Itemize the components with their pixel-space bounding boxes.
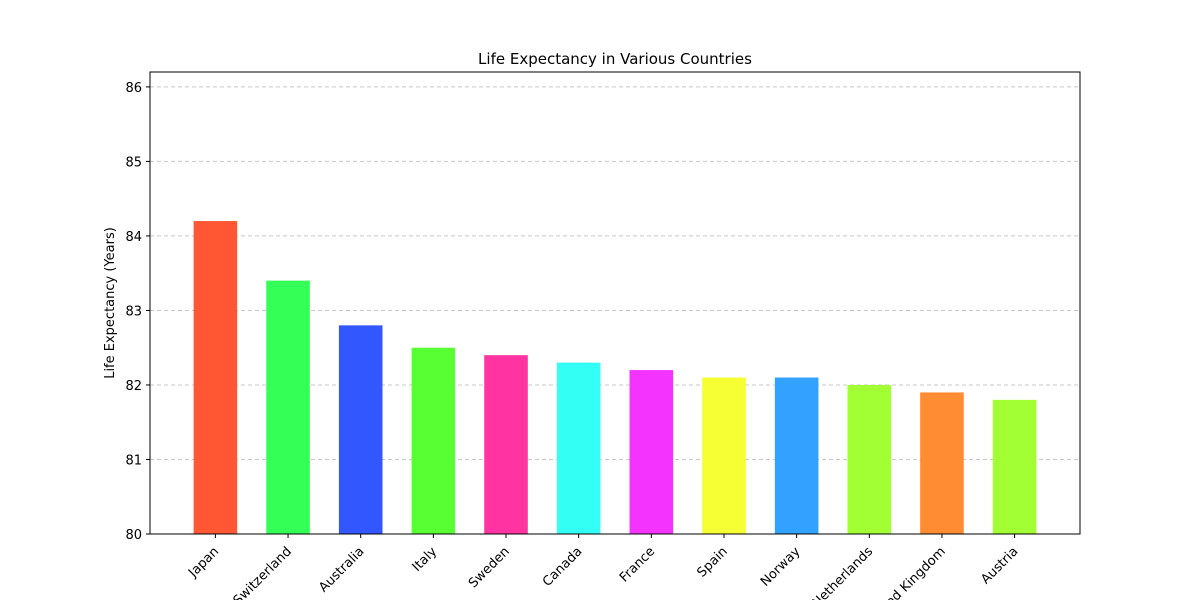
bar-japan [193,221,238,534]
bar-norway [774,377,819,534]
bar-spain [702,377,746,534]
x-tick-label: Italy [410,544,441,575]
x-tick-label: Canada [540,544,586,590]
bar-france [629,370,674,534]
chart-title: Life Expectancy in Various Countries [478,50,752,68]
bar-netherlands [847,384,892,534]
bar-sweden [484,355,528,534]
bar-italy [411,347,456,534]
x-tick-label: Netherlands [809,544,876,600]
x-tick-label: Japan [185,544,222,581]
bar-australia [338,325,383,534]
x-tick-label: France [617,544,658,585]
bar-austria [992,399,1037,534]
y-tick-label: 81 [125,453,142,468]
y-tick-label: 84 [125,230,142,245]
y-tick-label: 83 [125,304,142,319]
plot-frame [149,71,1081,535]
y-tick-label: 80 [125,528,142,543]
y-tick-label: 85 [125,155,142,170]
x-tick-label: Norway [758,544,804,590]
x-tick-label: United Kingdom [864,544,948,600]
bar-switzerland [266,280,310,534]
x-tick-label: Spain [695,544,731,580]
y-axis-label: Life Expectancy (Years) [103,227,118,379]
y-axis-ticks: 80 81 82 83 84 85 86 [125,81,150,543]
y-tick-label: 82 [125,379,142,394]
bars [193,221,1037,534]
x-tick-label: Australia [316,544,367,595]
x-tick-label: Austria [978,544,1021,587]
x-axis-ticks: Japan Switzerland Australia Italy Sweden Cana… [185,534,1021,600]
x-tick-label: Switzerland [231,544,295,600]
bar-canada [556,362,601,534]
y-tick-label: 86 [125,81,142,96]
x-tick-label: Sweden [466,544,513,591]
bar-united-kingdom [920,392,964,534]
